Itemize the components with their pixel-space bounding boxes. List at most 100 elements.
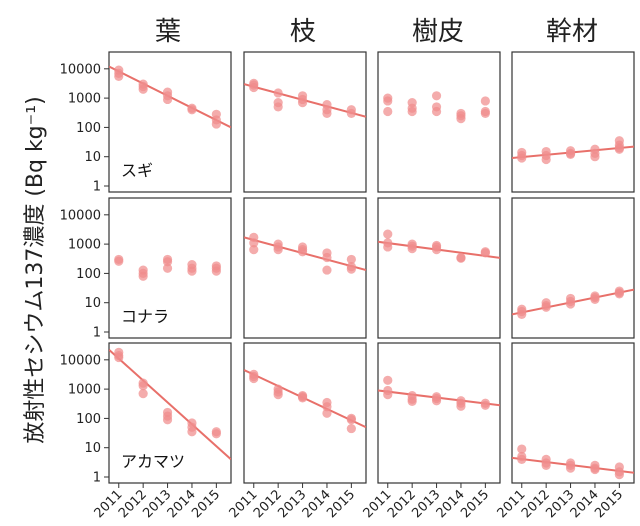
data-point [322,265,332,275]
data-point [187,427,197,437]
data-point [211,429,221,439]
x-tick-label: 2015 [324,487,358,521]
data-point [138,389,148,399]
data-point [346,423,356,434]
data-point [456,113,466,124]
data-point [565,299,576,309]
data-point [590,152,600,162]
column-title-branch: 枝 [290,17,316,47]
data-point [565,463,576,473]
data-point [565,149,576,159]
data-point [456,401,466,411]
data-point [322,402,332,412]
data-point [114,352,124,363]
data-point [297,98,308,108]
x-tick-label: 2015 [458,487,492,521]
data-point [211,266,221,276]
column-title-bark: 樹皮 [412,17,464,47]
y-tick-label: 100 [76,267,101,282]
data-point [614,470,624,480]
data-point [431,244,442,255]
data-point [407,106,417,117]
data-point [480,108,490,119]
y-tick-label: 1000 [68,383,101,398]
panel-frame [243,342,367,484]
data-point [480,248,490,258]
panel-frame [377,197,501,339]
y-tick-label: 1000 [68,92,101,107]
data-point [273,102,283,112]
data-point [162,94,173,105]
data-point [322,408,332,418]
data-point [162,257,173,267]
panel-frame [377,51,501,193]
y-tick-label: 1000 [68,238,101,253]
data-point [249,244,259,255]
data-point [211,119,221,129]
data-point [138,84,148,94]
data-point [187,266,197,276]
x-tick-label: 2015 [189,487,223,521]
data-point [346,108,356,119]
data-point [383,389,393,400]
data-point [346,254,356,265]
data-point [541,460,551,470]
y-tick-label: 10 [84,150,101,165]
data-point [541,154,551,165]
y-tick-label: 1 [93,471,101,486]
y-tick-label: 10 [84,441,101,456]
data-point [162,415,173,425]
species-label: アカマツ [121,452,185,471]
data-point [431,106,442,117]
data-point [614,144,624,154]
y-tick-label: 1 [93,326,101,341]
data-point [517,309,527,319]
y-tick-label: 10 [84,296,101,311]
data-point [273,244,283,255]
data-point [249,373,259,384]
y-tick-label: 10000 [60,208,101,223]
data-point [614,289,624,299]
data-point [322,108,332,119]
data-point [138,381,148,391]
species-label: スギ [121,161,153,180]
data-point [383,242,393,252]
y-tick-label: 100 [76,121,101,136]
panel-frame [377,342,501,484]
data-point [273,88,283,98]
data-point [297,393,308,403]
data-point [249,238,259,248]
species-label: コナラ [121,307,169,326]
data-point [273,389,283,400]
data-point [297,247,308,257]
column-title-leaf: 葉 [155,17,181,47]
data-point [138,271,148,281]
x-tick-label: 2015 [592,487,626,521]
data-point [517,153,527,163]
panel-frame [511,51,635,193]
y-tick-label: 100 [76,412,101,427]
data-point [590,294,600,304]
data-point [322,252,332,263]
data-point [456,253,466,263]
column-title-wood: 幹材 [546,17,598,47]
data-point [431,396,442,406]
data-point [187,105,197,115]
data-point [383,106,393,117]
data-point [480,400,490,410]
panel-frame [243,197,367,339]
y-tick-label: 10000 [60,353,101,368]
data-point [431,91,442,101]
y-axis-label: 放射性セシウム137濃度 (Bq kg⁻¹) [23,96,48,443]
trend-line [109,349,231,461]
data-point [249,82,259,93]
data-point [407,396,417,407]
data-point [383,375,393,385]
data-point [480,96,490,106]
y-tick-label: 10000 [60,62,101,77]
y-tick-label: 1 [93,180,101,195]
data-point [114,71,124,82]
panel-grid: 1 10 100 1000 10000 1 10 100 1000 10000 1 10 100 1000… [60,51,635,521]
data-point [346,415,356,425]
